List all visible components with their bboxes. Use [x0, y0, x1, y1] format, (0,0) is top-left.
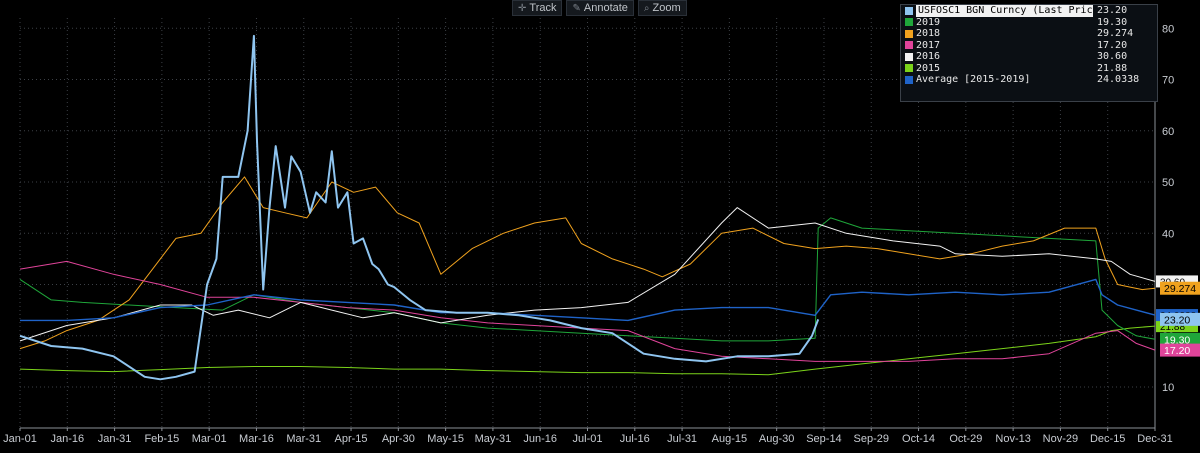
x-tick-label: Jan-31 [98, 433, 132, 445]
legend-series-value: 23.20 [1097, 5, 1128, 16]
legend-swatch [905, 41, 913, 50]
x-tick-label: Aug-30 [759, 433, 794, 445]
x-tick-label: Sep-14 [806, 433, 841, 445]
x-tick-label: Jul-16 [620, 433, 650, 445]
last-value-label-bg [1160, 332, 1200, 346]
series-line-3 [19, 260, 1156, 362]
x-tick-label: Jul-31 [667, 433, 697, 445]
annotate-button[interactable]: ✎ Annotate [566, 0, 634, 16]
last-value-label: 23.20 [1164, 314, 1190, 326]
legend-series-name: 2016 [916, 51, 941, 62]
x-tick-label: Mar-01 [192, 433, 227, 445]
x-tick-label: Dec-31 [1137, 433, 1172, 445]
legend-series-value: 29.274 [1097, 28, 1134, 39]
x-tick-label: Mar-16 [239, 433, 274, 445]
legend-series-value: 30.60 [1097, 51, 1128, 62]
legend-series-value: 17.20 [1097, 39, 1128, 51]
x-tick-label: Nov-13 [995, 433, 1030, 445]
chart-toolbar: ✛ Track ✎ Annotate ⌕ Zoom [512, 0, 687, 16]
legend-swatch [905, 52, 913, 61]
zoom-button[interactable]: ⌕ Zoom [637, 0, 687, 16]
x-tick-label: Apr-15 [335, 433, 368, 445]
series-line-4 [19, 207, 1156, 342]
x-tick-label: Oct-29 [949, 433, 982, 445]
last-value-label: 17.20 [1164, 345, 1190, 357]
legend-swatch [905, 64, 913, 73]
annotate-label: Annotate [583, 2, 628, 14]
y-tick-label: 10 [1162, 382, 1174, 394]
x-tick-label: Aug-15 [712, 433, 747, 445]
legend-series-name: Average [2015-2019] [916, 74, 1031, 85]
last-value-label-bg [1160, 343, 1200, 357]
y-tick-label: 60 [1162, 126, 1174, 138]
x-tick-label: May-31 [475, 433, 512, 445]
y-tick-label: 80 [1162, 23, 1174, 35]
legend-series-name: 2018 [916, 28, 941, 39]
legend-item: 2018 29.274 [901, 28, 1157, 40]
x-tick-label: Jun-16 [523, 433, 557, 445]
x-tick-label: Apr-30 [382, 433, 415, 445]
legend-item: 2015 21.88 [901, 63, 1157, 75]
pencil-icon: ✎ [572, 2, 581, 14]
x-tick-label: Feb-15 [144, 433, 179, 445]
series-line-5 [20, 278, 1156, 322]
legend-swatch [905, 29, 913, 38]
last-value-label: 21.88 [1160, 322, 1185, 333]
legend-series-value: 21.88 [1097, 62, 1128, 74]
legend-swatch [905, 6, 913, 15]
series-line-1 [19, 217, 1156, 342]
legend-series-name: 2015 [916, 62, 941, 74]
y-tick-label: 70 [1162, 75, 1174, 87]
legend-series-value: 24.0338 [1097, 74, 1140, 85]
y-tick-label: 40 [1162, 228, 1174, 240]
x-tick-label: Dec-15 [1090, 433, 1125, 445]
legend-item: 2016 30.60 [901, 51, 1157, 63]
legend-swatch [905, 18, 913, 27]
crosshair-icon: ✛ [518, 2, 527, 14]
legend-series-name: 2017 [916, 39, 941, 51]
last-value-label: 29.274 [1164, 283, 1196, 295]
series-line-0 [19, 325, 1156, 376]
last-value-label-bg [1160, 281, 1200, 295]
x-tick-label: Nov-29 [1043, 433, 1078, 445]
x-tick-label: Oct-14 [902, 433, 935, 445]
series-line-6 [19, 34, 820, 381]
x-tick-label: Mar-31 [286, 433, 321, 445]
legend-item: 2019 19.30 [901, 17, 1157, 29]
y-tick-label: 50 [1162, 177, 1174, 189]
series-line-2 [19, 176, 1156, 350]
last-value-label-bg [1160, 312, 1200, 326]
x-tick-label: Sep-29 [854, 433, 889, 445]
legend-item: Average [2015-2019] 24.0338 [901, 74, 1157, 86]
x-tick-label: Jan-01 [3, 433, 37, 445]
legend-series-value: 19.30 [1097, 16, 1128, 28]
legend-item: 2017 17.20 [901, 40, 1157, 52]
legend-series-name: 2019 [916, 16, 941, 28]
zoom-label: Zoom [652, 2, 681, 14]
x-tick-label: May-15 [427, 433, 464, 445]
magnifier-icon: ⌕ [643, 2, 650, 14]
track-label: Track [529, 2, 557, 14]
last-value-label: 19.30 [1164, 334, 1190, 346]
track-button[interactable]: ✛ Track [512, 0, 563, 16]
legend-swatch [905, 75, 913, 84]
x-tick-label: Jul-01 [573, 433, 603, 445]
x-tick-label: Jan-16 [50, 433, 84, 445]
